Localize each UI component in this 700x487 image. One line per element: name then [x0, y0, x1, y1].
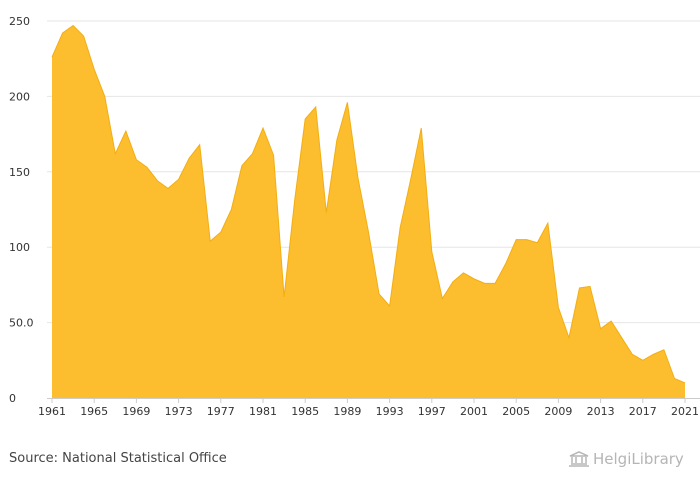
area-series [52, 25, 685, 399]
x-tick-label: 1977 [207, 405, 235, 418]
x-tick-label: 1973 [165, 405, 193, 418]
data-point[interactable] [70, 23, 76, 29]
data-point[interactable] [566, 335, 572, 341]
x-tick-label: 1993 [376, 405, 404, 418]
data-point[interactable] [524, 237, 530, 243]
x-tick-label: 2013 [587, 405, 615, 418]
data-point[interactable] [197, 142, 203, 148]
data-point[interactable] [460, 270, 466, 276]
data-point[interactable] [482, 280, 488, 286]
data-point[interactable] [228, 207, 234, 213]
x-tick-label: 1969 [122, 405, 150, 418]
data-point[interactable] [387, 303, 393, 309]
y-tick-label: 150 [9, 166, 30, 179]
data-point[interactable] [629, 351, 635, 357]
data-point[interactable] [577, 285, 583, 291]
helgi-library-logo[interactable]: HelgiLibrary [568, 450, 684, 468]
data-point[interactable] [534, 240, 540, 246]
data-point[interactable] [49, 54, 55, 60]
data-point[interactable] [492, 280, 498, 286]
data-point[interactable] [650, 351, 656, 357]
data-point[interactable] [682, 380, 688, 386]
x-tick-label: 2021 [671, 405, 699, 418]
data-point[interactable] [313, 104, 319, 110]
x-tick-label: 1965 [80, 405, 108, 418]
data-point[interactable] [513, 237, 519, 243]
data-point[interactable] [123, 128, 129, 134]
data-point[interactable] [155, 178, 161, 184]
data-point[interactable] [471, 276, 477, 282]
data-point[interactable] [239, 163, 245, 169]
data-point[interactable] [429, 249, 435, 255]
logo-text: HelgiLibrary [593, 450, 684, 468]
data-point[interactable] [165, 185, 171, 191]
data-point[interactable] [598, 326, 604, 332]
data-point[interactable] [60, 30, 66, 36]
data-point[interactable] [91, 66, 97, 72]
data-point[interactable] [281, 294, 287, 300]
data-point[interactable] [144, 164, 150, 170]
data-point[interactable] [376, 291, 382, 297]
y-tick-label: 50.0 [9, 317, 34, 330]
data-point[interactable] [133, 157, 139, 163]
data-point[interactable] [81, 33, 87, 39]
data-point[interactable] [439, 295, 445, 301]
x-tick-label: 2009 [544, 405, 572, 418]
x-tick-label: 2001 [460, 405, 488, 418]
data-point[interactable] [503, 261, 509, 267]
data-point[interactable] [271, 152, 277, 158]
data-point[interactable] [302, 116, 308, 122]
y-tick-label: 250 [9, 15, 30, 28]
data-point[interactable] [450, 279, 456, 285]
x-tick-label: 1997 [418, 405, 446, 418]
data-point[interactable] [366, 229, 372, 235]
data-point[interactable] [355, 175, 361, 181]
data-point[interactable] [397, 225, 403, 231]
data-point[interactable] [640, 357, 646, 363]
data-point[interactable] [408, 176, 414, 182]
data-point[interactable] [418, 125, 424, 131]
data-point[interactable] [344, 99, 350, 105]
data-point[interactable] [671, 375, 677, 381]
data-point[interactable] [661, 347, 667, 353]
library-building-icon [569, 451, 589, 467]
data-point[interactable] [176, 176, 182, 182]
data-point[interactable] [555, 305, 561, 311]
data-point[interactable] [218, 229, 224, 235]
y-tick-label: 100 [9, 241, 30, 254]
data-point[interactable] [323, 210, 329, 216]
data-point[interactable] [112, 151, 118, 157]
x-tick-label: 2017 [629, 405, 657, 418]
data-point[interactable] [186, 155, 192, 161]
x-tick-label: 1989 [333, 405, 361, 418]
data-point[interactable] [608, 318, 614, 324]
data-point[interactable] [207, 238, 213, 244]
data-point[interactable] [619, 335, 625, 341]
y-tick-label: 0 [9, 392, 16, 405]
x-tick-label: 1961 [38, 405, 66, 418]
data-point[interactable] [260, 125, 266, 131]
area-series-line [51, 24, 686, 384]
data-point[interactable] [249, 151, 255, 157]
x-tick-label: 1981 [249, 405, 277, 418]
data-point[interactable] [292, 197, 298, 203]
x-tick-label: 2005 [502, 405, 530, 418]
x-tick-label: 1985 [291, 405, 319, 418]
data-point[interactable] [545, 220, 551, 226]
data-point[interactable] [102, 93, 108, 99]
source-note: Source: National Statistical Office [9, 451, 227, 466]
data-point[interactable] [334, 137, 340, 143]
y-tick-label: 200 [9, 90, 30, 103]
data-point[interactable] [587, 283, 593, 289]
